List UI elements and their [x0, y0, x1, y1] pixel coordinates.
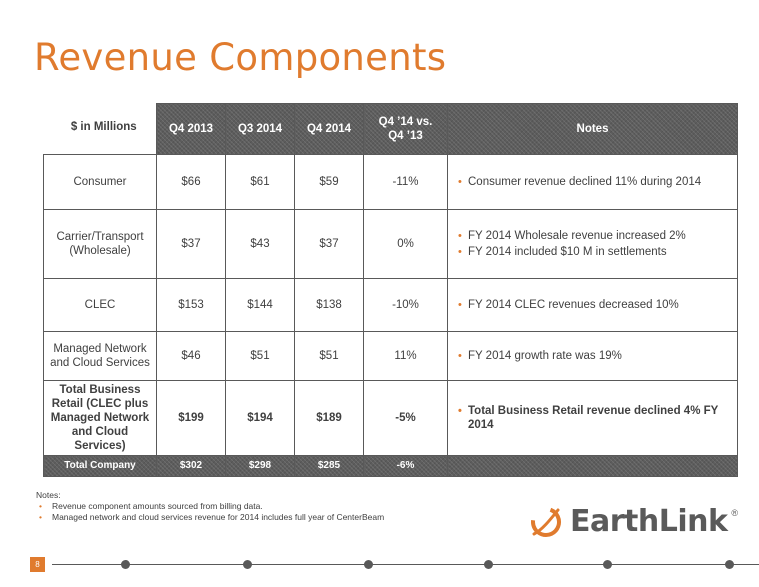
timeline-dot: [364, 560, 373, 569]
table-header-row: $ in Millions Q4 2013 Q3 2014 Q4 2014 Q4…: [43, 103, 738, 155]
row-q4-2013: $153: [156, 278, 226, 332]
total-q4-2013: $302: [156, 455, 226, 477]
row-change: -11%: [363, 154, 448, 210]
total-category: Total Company: [43, 455, 157, 477]
units-label: $ in Millions: [43, 103, 157, 155]
row-q3-2014: $51: [225, 331, 295, 381]
note-item: FY 2014 Wholesale revenue increased 2%: [458, 229, 729, 243]
row-q3-2014: $144: [225, 278, 295, 332]
table-row: Carrier/Transport (Wholesale) $37 $43 $3…: [43, 209, 738, 279]
timeline-dot: [484, 560, 493, 569]
header-q4-2014: Q4 2014: [294, 103, 364, 155]
row-notes: Total Business Retail revenue declined 4…: [447, 380, 738, 456]
page-number: 8: [30, 557, 45, 572]
row-category: Total Business Retail (CLEC plus Managed…: [43, 380, 157, 456]
earthlink-swirl-icon: [531, 507, 561, 537]
row-category: Consumer: [43, 154, 157, 210]
row-category: CLEC: [43, 278, 157, 332]
row-q4-2014: $189: [294, 380, 364, 456]
header-change: Q4 ’14 vs. Q4 ’13: [363, 103, 448, 155]
header-q3-2014: Q3 2014: [225, 103, 295, 155]
timeline-dot: [121, 560, 130, 569]
row-category: Carrier/Transport (Wholesale): [43, 209, 157, 279]
row-change: -5%: [363, 380, 448, 456]
row-q3-2014: $43: [225, 209, 295, 279]
row-notes: FY 2014 Wholesale revenue increased 2% F…: [447, 209, 738, 279]
timeline-dot: [243, 560, 252, 569]
footnote-item: Revenue component amounts sourced from b…: [36, 501, 384, 512]
earthlink-logo: EarthLink ®: [528, 504, 740, 540]
row-change: 0%: [363, 209, 448, 279]
timeline-dot: [725, 560, 734, 569]
row-q4-2013: $66: [156, 154, 226, 210]
row-q4-2014: $51: [294, 331, 364, 381]
row-notes: FY 2014 CLEC revenues decreased 10%: [447, 278, 738, 332]
row-q3-2014: $61: [225, 154, 295, 210]
total-q3-2014: $298: [225, 455, 295, 477]
footer-rule: [52, 564, 759, 565]
table-row-total: Total Company $302 $298 $285 -6%: [43, 455, 738, 477]
note-item: FY 2014 CLEC revenues decreased 10%: [458, 298, 729, 312]
footnotes-label: Notes:: [36, 490, 61, 500]
revenue-table: $ in Millions Q4 2013 Q3 2014 Q4 2014 Q4…: [43, 103, 738, 477]
timeline-dot: [603, 560, 612, 569]
note-item: FY 2014 included $10 M in settlements: [458, 245, 729, 259]
row-notes: FY 2014 growth rate was 19%: [447, 331, 738, 381]
total-q4-2014: $285: [294, 455, 364, 477]
row-q4-2013: $199: [156, 380, 226, 456]
table-row-subtotal: Total Business Retail (CLEC plus Managed…: [43, 380, 738, 456]
slide-title: Revenue Components: [34, 36, 447, 79]
row-change: -10%: [363, 278, 448, 332]
row-q4-2014: $37: [294, 209, 364, 279]
table-row: Managed Network and Cloud Services $46 $…: [43, 331, 738, 381]
row-category: Managed Network and Cloud Services: [43, 331, 157, 381]
logo-wordmark: EarthLink: [570, 504, 728, 539]
row-q4-2013: $37: [156, 209, 226, 279]
registered-mark: ®: [731, 508, 738, 518]
note-item: FY 2014 growth rate was 19%: [458, 349, 729, 363]
note-item: Total Business Retail revenue declined 4…: [458, 404, 729, 432]
row-q4-2013: $46: [156, 331, 226, 381]
row-notes: Consumer revenue declined 11% during 201…: [447, 154, 738, 210]
row-q4-2014: $59: [294, 154, 364, 210]
footnote-item: Managed network and cloud services reven…: [36, 512, 384, 523]
row-change: 11%: [363, 331, 448, 381]
header-q4-2013: Q4 2013: [156, 103, 226, 155]
row-q4-2014: $138: [294, 278, 364, 332]
header-notes: Notes: [447, 103, 738, 155]
table-row: Consumer $66 $61 $59 -11% Consumer reven…: [43, 154, 738, 210]
row-q3-2014: $194: [225, 380, 295, 456]
note-item: Consumer revenue declined 11% during 201…: [458, 175, 729, 189]
total-notes: [447, 455, 738, 477]
footnotes: Notes: Revenue component amounts sourced…: [36, 490, 384, 523]
table-row: CLEC $153 $144 $138 -10% FY 2014 CLEC re…: [43, 278, 738, 332]
total-change: -6%: [363, 455, 448, 477]
